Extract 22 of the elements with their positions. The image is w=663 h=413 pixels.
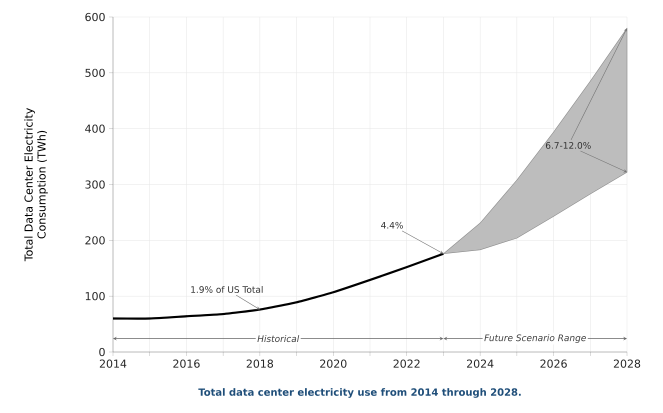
- annotation: 4.4%: [381, 222, 403, 229]
- annotation: 1.9% of US Total: [191, 286, 263, 293]
- y-tick-label: 500: [85, 68, 105, 77]
- y-tick-label: 200: [85, 236, 105, 244]
- y-tick-label: 0: [99, 348, 105, 356]
- y-tick-label: 600: [85, 12, 105, 22]
- y-tick-label: 400: [85, 124, 105, 133]
- x-tick-label: 2016: [173, 360, 200, 368]
- y-axis-title: Total Data Center Electricity Consumption (TWh): [24, 108, 48, 262]
- annotation: Historical: [257, 335, 300, 342]
- annotation: 6.7-12.0%: [546, 142, 591, 149]
- text: Total data center electricity use from 2014 through 2028.: [198, 388, 521, 398]
- x-tick-label: 2024: [467, 360, 494, 368]
- x-tick-label: 2026: [540, 360, 567, 368]
- x-tick-label: 2028: [614, 360, 640, 368]
- x-tick-label: 2018: [246, 360, 274, 368]
- x-tick-label: 2020: [320, 360, 346, 368]
- x-tick-label: 2022: [394, 360, 420, 368]
- x-tick-label: 2014: [100, 360, 126, 368]
- y-tick-label: 300: [85, 180, 105, 189]
- y-tick-label: 100: [86, 292, 105, 300]
- annotation: Future Scenario Range: [484, 334, 586, 343]
